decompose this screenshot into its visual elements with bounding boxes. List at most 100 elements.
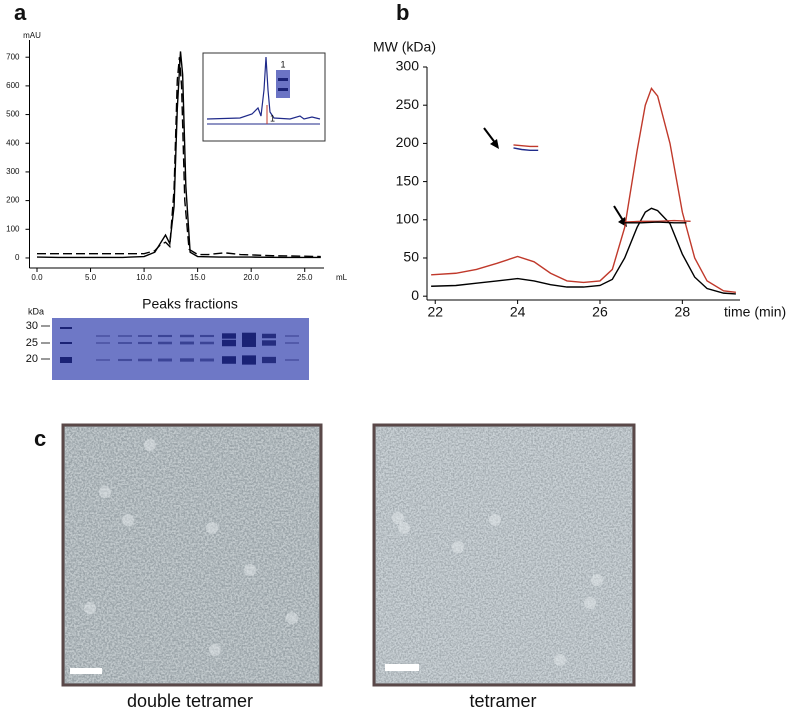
gel-band bbox=[262, 333, 276, 339]
gel-band bbox=[242, 332, 256, 340]
y-tick-label: 100 bbox=[6, 224, 20, 233]
y-tick-label: 300 bbox=[6, 167, 20, 176]
y-axis-label: mAU bbox=[23, 31, 41, 40]
x-tick-label: 20.0 bbox=[243, 273, 259, 282]
particle bbox=[206, 522, 218, 534]
particles bbox=[84, 439, 603, 666]
panel-label: a bbox=[14, 0, 27, 25]
gel-band bbox=[180, 341, 194, 345]
gel-image bbox=[41, 318, 309, 380]
y-tick-label: 400 bbox=[6, 138, 20, 147]
y-tick-label: 0 bbox=[15, 253, 20, 262]
y-tick-label: 200 bbox=[6, 196, 20, 205]
y-tick-label: 200 bbox=[396, 134, 420, 150]
gel-band bbox=[158, 334, 172, 338]
gel-band bbox=[96, 335, 110, 337]
x-tick-label: 5.0 bbox=[85, 273, 97, 282]
y-tick-label: 100 bbox=[396, 210, 420, 226]
data-line bbox=[431, 207, 736, 295]
micrograph-texture bbox=[65, 427, 319, 683]
gel-band bbox=[118, 342, 132, 344]
inset-gel bbox=[276, 70, 290, 98]
x-tick-label: 0.0 bbox=[31, 273, 43, 282]
y-axis-label: MW (kDa) bbox=[373, 39, 436, 55]
gel-band bbox=[242, 339, 256, 347]
gel-band bbox=[96, 359, 110, 361]
x-tick-label: 24 bbox=[510, 304, 526, 320]
gel-band bbox=[158, 341, 172, 345]
inset-gel-band bbox=[278, 78, 288, 81]
x-axis-label: time (min) bbox=[724, 304, 786, 320]
panel-label: c bbox=[34, 426, 46, 451]
y-tick-label: 300 bbox=[396, 58, 420, 74]
gel-band bbox=[285, 359, 299, 361]
gel-band bbox=[242, 355, 256, 365]
ladder-band bbox=[60, 357, 72, 363]
arrow-head bbox=[490, 139, 499, 149]
inset-gel-band bbox=[278, 88, 288, 91]
gel-band bbox=[138, 335, 152, 337]
particle bbox=[398, 522, 410, 534]
data-line bbox=[513, 144, 539, 148]
inset-label: 1 bbox=[270, 113, 275, 123]
y-tick-label: 250 bbox=[396, 96, 420, 112]
ladder-band bbox=[60, 327, 72, 329]
x-tick-label: 10.0 bbox=[136, 273, 152, 282]
y-tick-label: 150 bbox=[396, 172, 420, 188]
caption: tetramer bbox=[469, 691, 536, 711]
data-line bbox=[431, 86, 736, 294]
gel-background bbox=[52, 318, 309, 380]
inset-frame bbox=[202, 52, 326, 142]
data-line bbox=[513, 147, 539, 151]
particle bbox=[84, 602, 96, 614]
gel-band bbox=[180, 358, 194, 362]
scale-bar bbox=[385, 664, 419, 671]
particle bbox=[591, 574, 603, 586]
y-tick-label: 600 bbox=[6, 81, 20, 90]
inset-label: 1 bbox=[280, 59, 285, 69]
gel-unit: kDa bbox=[28, 306, 44, 316]
gel-band bbox=[285, 342, 299, 344]
gel-band bbox=[118, 358, 132, 362]
gel-band bbox=[222, 356, 236, 364]
gel-marker: 25 bbox=[26, 337, 38, 349]
data-line bbox=[624, 219, 691, 223]
particle bbox=[584, 597, 596, 609]
micrograph-texture bbox=[376, 427, 632, 683]
particle bbox=[244, 564, 256, 576]
particle bbox=[144, 439, 156, 451]
gel-band bbox=[222, 333, 236, 339]
gel-band bbox=[222, 339, 236, 347]
x-tick-label: 28 bbox=[675, 304, 691, 320]
gel-title: Peaks fractions bbox=[142, 296, 238, 312]
gel-band bbox=[138, 341, 152, 345]
gel-band bbox=[262, 340, 276, 346]
particle bbox=[554, 654, 566, 666]
caption: double tetramer bbox=[127, 691, 253, 711]
gel-marker: 30 bbox=[26, 320, 38, 332]
gel-band bbox=[138, 358, 152, 362]
gel-band bbox=[200, 358, 214, 362]
data-line bbox=[37, 57, 321, 258]
gel-marker: 20 bbox=[26, 353, 38, 365]
x-axis-label: mL bbox=[336, 273, 348, 282]
y-tick-label: 700 bbox=[6, 52, 20, 61]
x-tick-label: 22 bbox=[427, 304, 443, 320]
y-tick-label: 500 bbox=[6, 110, 20, 119]
particle bbox=[209, 644, 221, 656]
gel-band bbox=[180, 334, 194, 338]
inset-curve bbox=[206, 56, 321, 120]
gel-band bbox=[200, 341, 214, 345]
scale-bar bbox=[70, 668, 102, 674]
gel-band bbox=[158, 358, 172, 362]
y-tick-label: 50 bbox=[403, 249, 419, 265]
particle bbox=[452, 541, 464, 553]
x-tick-label: 25.0 bbox=[297, 273, 313, 282]
x-tick-label: 26 bbox=[592, 304, 608, 320]
particle bbox=[392, 512, 404, 524]
panel-label: b bbox=[396, 0, 409, 25]
particle bbox=[489, 514, 501, 526]
data-line bbox=[624, 221, 687, 224]
gel-band bbox=[262, 356, 276, 364]
